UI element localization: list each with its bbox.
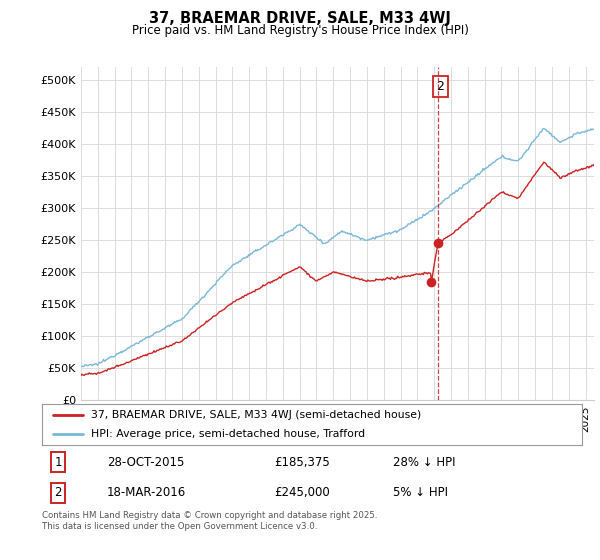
Text: HPI: Average price, semi-detached house, Trafford: HPI: Average price, semi-detached house,… (91, 429, 365, 439)
Text: 18-MAR-2016: 18-MAR-2016 (107, 487, 186, 500)
Text: 37, BRAEMAR DRIVE, SALE, M33 4WJ: 37, BRAEMAR DRIVE, SALE, M33 4WJ (149, 11, 451, 26)
Text: 2: 2 (55, 487, 62, 500)
Text: Contains HM Land Registry data © Crown copyright and database right 2025.
This d: Contains HM Land Registry data © Crown c… (42, 511, 377, 531)
Text: 5% ↓ HPI: 5% ↓ HPI (393, 487, 448, 500)
Text: 2: 2 (436, 80, 444, 93)
Text: £185,375: £185,375 (274, 456, 330, 469)
Text: 37, BRAEMAR DRIVE, SALE, M33 4WJ (semi-detached house): 37, BRAEMAR DRIVE, SALE, M33 4WJ (semi-d… (91, 410, 421, 421)
Text: £245,000: £245,000 (274, 487, 330, 500)
Text: 1: 1 (55, 456, 62, 469)
Text: 28-OCT-2015: 28-OCT-2015 (107, 456, 184, 469)
Text: 28% ↓ HPI: 28% ↓ HPI (393, 456, 455, 469)
Text: Price paid vs. HM Land Registry's House Price Index (HPI): Price paid vs. HM Land Registry's House … (131, 24, 469, 36)
